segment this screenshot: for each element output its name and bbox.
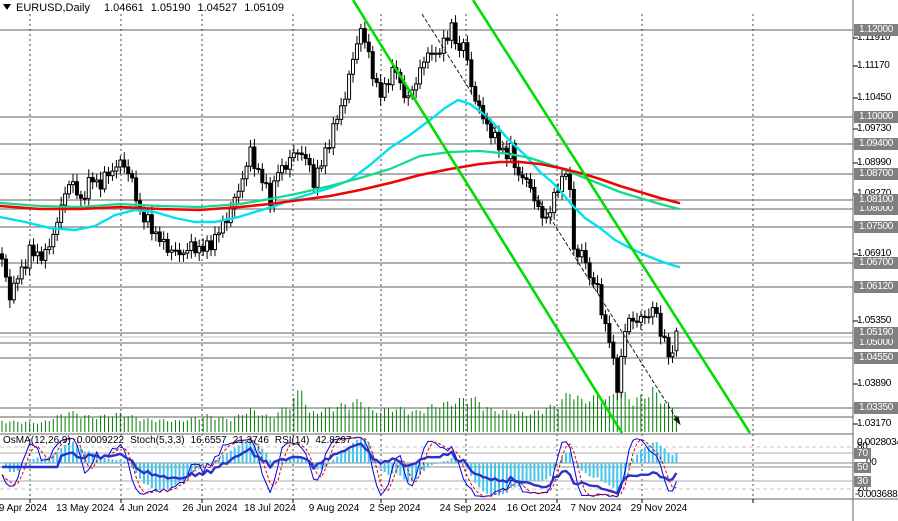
channel-line-1[interactable]: [351, 0, 624, 434]
indicator-axis-label: 00: [866, 457, 877, 468]
ohlc-high: 1.05190: [150, 2, 191, 14]
date-axis-label: 9 Apr 2024: [0, 503, 48, 514]
chart-title: EURUSD,Daily 1.04661 1.05190 1.04527 1.05109: [3, 2, 291, 14]
stoch-value-main: 16.6557: [190, 435, 227, 446]
price-level-label: 1.12000: [854, 24, 898, 36]
indicator-level-label: 30: [854, 476, 871, 487]
price-level-label: 1.04550: [854, 352, 898, 364]
ohlc-low: 1.04527: [197, 2, 238, 14]
price-level-label: 1.05190: [854, 327, 898, 339]
price-axis-label: 1.10450: [857, 92, 892, 103]
price-axis-label: 1.03170: [857, 418, 892, 429]
price-level-label: 1.07500: [854, 221, 898, 233]
price-level-label: 1.08700: [854, 168, 898, 180]
price-level-label: 1.06700: [854, 257, 898, 269]
ohlc-open: 1.04661: [103, 2, 144, 14]
date-axis-label: 29 Nov 2024: [630, 503, 688, 514]
indicator-axis-label: 80: [857, 441, 868, 452]
price-level-label: 1.06120: [854, 281, 898, 293]
ma-fast-cyan: [0, 98, 681, 269]
price-axis-label: 1.05350: [857, 315, 892, 326]
indicator-axis-label: 20: [857, 483, 868, 494]
indicator-header: OsMA(12,26,9) 0.0009222 Stoch(5,3,3) 16.655…: [3, 435, 358, 446]
moving-averages-layer: [0, 98, 681, 269]
rsi-line: [2, 442, 678, 495]
osma-value: 0.0009222: [76, 435, 125, 446]
date-axis-label: 26 Jun 2024: [182, 503, 238, 514]
ohlc-close: 1.05109: [244, 2, 285, 14]
osma-label: OsMA(12,26,9): [3, 435, 71, 446]
date-axis-label: 24 Sep 2024: [439, 503, 497, 514]
price-level-label: 1.10000: [854, 111, 898, 123]
price-level-label: 1.08000: [854, 203, 898, 215]
indicator-level-label: 70: [854, 448, 871, 459]
price-axis-label: 1.08270: [857, 188, 891, 200]
indicator-axis-label: 0.0028034: [857, 437, 898, 448]
price-axis-label: 1.08990: [857, 157, 892, 168]
indicator-axis-label: -0.003688: [855, 489, 898, 500]
price-axis-label: 1.06910: [857, 248, 892, 259]
price-level-label: 1.09400: [854, 138, 898, 150]
ma-slow-red: [0, 160, 681, 212]
price-axis-label: 1.11170: [857, 60, 890, 71]
stoch-value-signal: 21.3746: [232, 435, 269, 446]
indicator-level-label: 50: [854, 462, 871, 473]
candles-layer: [0, 15, 679, 400]
price-level-label: 1.08100: [854, 194, 898, 206]
ma-mid-green: [0, 149, 681, 211]
rsi-value: 42.8297: [315, 435, 352, 446]
price-level-label: 1.05000: [854, 337, 898, 349]
date-axis-label: 16 Oct 2024: [506, 503, 562, 514]
rsi-label: RSI(14): [274, 435, 310, 446]
stoch-signal-line: [1, 437, 677, 497]
date-axis-label: 9 Aug 2024: [308, 503, 360, 514]
date-axis-label: 18 Jul 2024: [244, 503, 296, 514]
symbol-timeframe-label: EURUSD,Daily: [16, 2, 90, 14]
trendline-arrowhead: [673, 416, 681, 426]
volume-layer: [1, 386, 677, 432]
price-level-label: 1.03350: [854, 402, 898, 414]
channel-line-2[interactable]: [471, 0, 752, 434]
price-axis-label: 1.03890: [857, 378, 892, 389]
trend-arrow-line[interactable]: [421, 13, 679, 422]
trend-lines-layer: [351, 0, 752, 434]
price-axis-label: 1.09730: [857, 123, 892, 134]
date-axis-label: 13 May 2024: [56, 503, 114, 514]
stoch-main-line: [1, 436, 677, 498]
date-axis-label: 2 Sep 2024: [369, 503, 421, 514]
date-axis-label: 7 Nov 2024: [570, 503, 622, 514]
price-axis-label: 1.11910: [857, 32, 891, 43]
date-axis-label: 4 Jun 2024: [119, 503, 169, 514]
level-lines-layer: [0, 29, 853, 418]
stoch-label: Stoch(5,3,3): [130, 435, 185, 446]
symbol-dropdown-icon[interactable]: [3, 4, 11, 10]
